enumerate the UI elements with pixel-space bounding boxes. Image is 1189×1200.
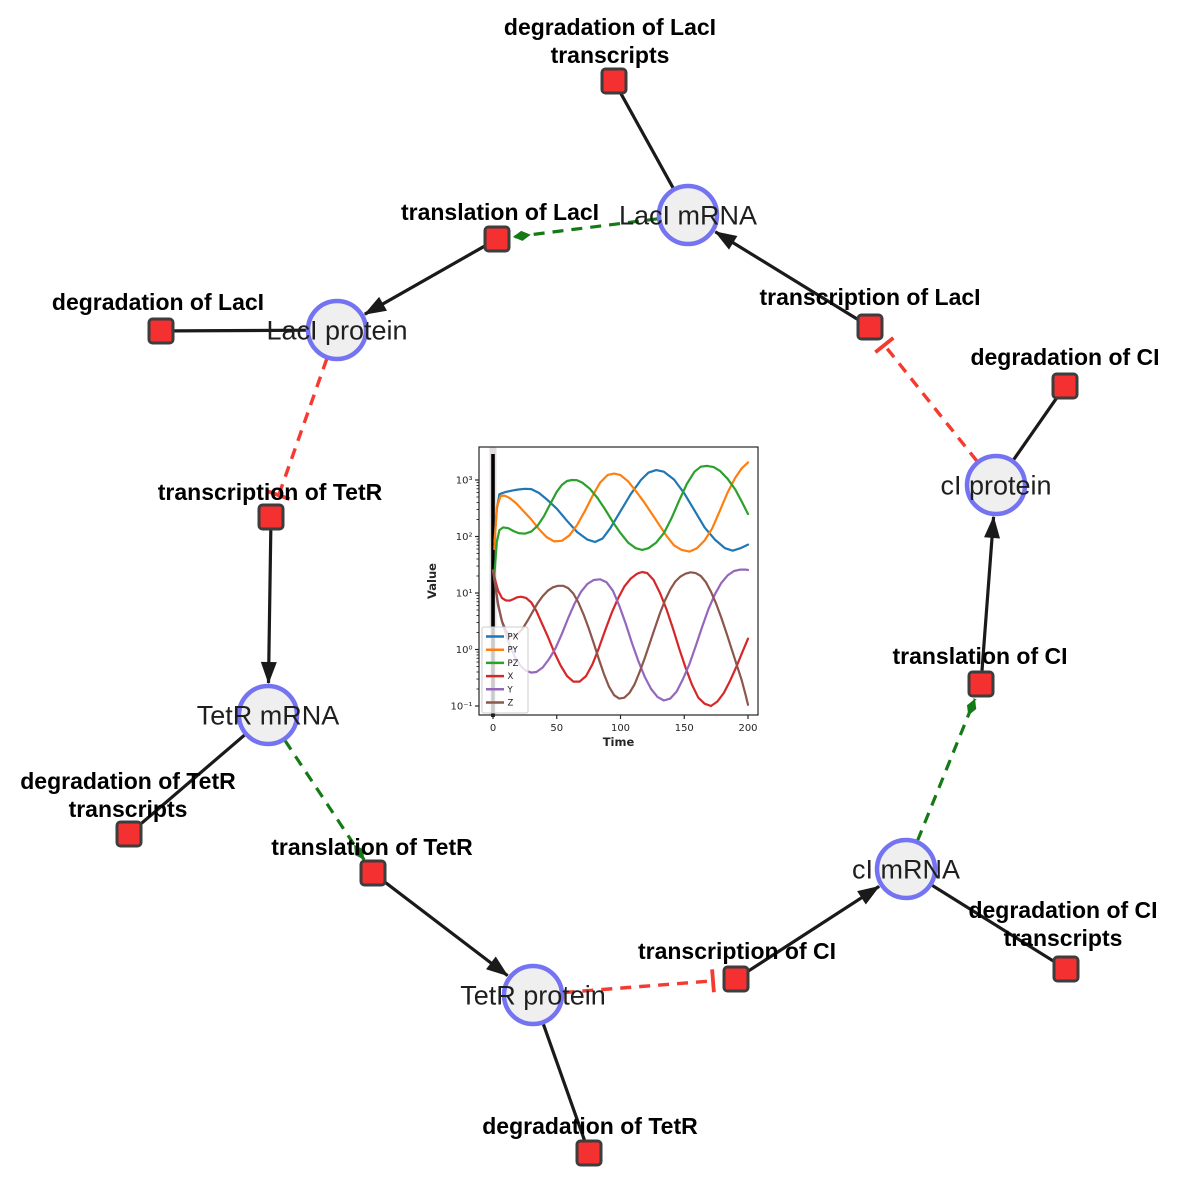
edge-production-translation-laci-laci-protein bbox=[363, 244, 487, 316]
x-tick-label: 200 bbox=[738, 723, 757, 734]
reaction-node-translation-laci bbox=[483, 225, 511, 253]
species-label-ci-protein: cI protein bbox=[940, 471, 1051, 501]
reaction-label-deg-laci-transcripts: degradation of LacI bbox=[504, 14, 716, 40]
x-tick-label: 150 bbox=[675, 723, 694, 734]
edge-production-translation-ci-ci-protein bbox=[980, 515, 1000, 671]
x-tick-label: 0 bbox=[490, 723, 496, 734]
species-node-laci-protein bbox=[305, 298, 369, 362]
reaction-label-deg-tetr-transcripts: transcripts bbox=[69, 796, 188, 822]
edge-plain-laci-protein-deg-laci bbox=[174, 328, 307, 333]
nodes-layer bbox=[115, 67, 1080, 1167]
reaction-node-translation-tetr bbox=[359, 859, 387, 887]
species-label-laci-protein: LacI protein bbox=[266, 316, 407, 346]
y-tick-label: 10³ bbox=[456, 476, 473, 487]
chart-series-layer bbox=[491, 461, 750, 708]
edge-production-transcription-laci-laci-mrna bbox=[714, 230, 860, 322]
species-label-laci-mrna: LacI mRNA bbox=[619, 201, 757, 231]
reaction-node-transcription-ci bbox=[722, 965, 750, 993]
reaction-label-transcription-tetr: transcription of TetR bbox=[158, 479, 383, 505]
edge-inhibition-tetr-protein-transcription-ci bbox=[563, 969, 716, 995]
edge-plain-tetr-protein-deg-tetr bbox=[541, 1023, 587, 1141]
series-line-Z bbox=[491, 569, 750, 706]
edge-plain-ci-protein-deg-ci bbox=[1012, 396, 1059, 461]
reaction-label-deg-laci-transcripts: transcripts bbox=[551, 42, 670, 68]
reaction-label-deg-tetr-transcripts: degradation of TetR bbox=[20, 768, 236, 794]
reaction-node-deg-laci bbox=[147, 317, 175, 345]
reaction-label-transcription-ci: transcription of CI bbox=[638, 938, 836, 964]
series-line-PY bbox=[493, 461, 750, 553]
chart-axes-layer: 0 50 100 150 200 10⁻¹ 10⁰ 10¹ 10² 10³ PX PY PZ XYZ bbox=[450, 446, 759, 734]
x-tick-label: 50 bbox=[550, 723, 563, 734]
species-node-ci-mrna bbox=[874, 837, 938, 901]
edge-production-transcription-ci-ci-mrna bbox=[746, 885, 880, 974]
time-series-inset-chart: 0 50 100 150 200 10⁻¹ 10⁰ 10¹ 10² 10³ PX PY PZ XYZ Ti… bbox=[425, 446, 759, 749]
edge-production-transcription-tetr-tetr-mrna bbox=[260, 530, 277, 684]
reaction-node-deg-laci-transcripts bbox=[600, 67, 628, 95]
edge-plain-laci-mrna-deg-laci-transcripts bbox=[619, 92, 675, 190]
edge-modifier-tetr-mrna-translation-tetr bbox=[283, 739, 366, 861]
species-node-tetr-mrna bbox=[236, 683, 300, 747]
reaction-label-translation-laci: translation of LacI bbox=[401, 199, 599, 225]
species-node-laci-mrna bbox=[656, 183, 720, 247]
reaction-label-deg-laci: degradation of LacI bbox=[52, 289, 264, 315]
legend-label-X: X bbox=[508, 672, 514, 682]
labels-layer: LacI mRNA LacI protein cI protein TetR mRNA… bbox=[20, 14, 1159, 1139]
y-tick-label: 10² bbox=[456, 532, 473, 543]
reaction-node-deg-tetr-transcripts bbox=[115, 820, 143, 848]
edge-modifier-laci-mrna-translation-laci bbox=[512, 217, 658, 241]
chart-xlabel: Time bbox=[603, 735, 635, 749]
species-label-ci-mrna: cI mRNA bbox=[852, 855, 960, 885]
edge-plain-tetr-mrna-deg-tetr-transcripts bbox=[138, 733, 246, 827]
edge-plain-ci-mrna-deg-ci-transcripts bbox=[931, 883, 1056, 964]
species-label-tetr-mrna: TetR mRNA bbox=[197, 701, 340, 731]
reaction-node-deg-ci-transcripts bbox=[1052, 955, 1080, 983]
reaction-node-deg-tetr bbox=[575, 1139, 603, 1167]
legend-label-PY: PY bbox=[508, 646, 519, 656]
chart-ylabel: Value bbox=[425, 563, 439, 599]
legend-label-PZ: PZ bbox=[508, 659, 519, 669]
reaction-node-deg-ci bbox=[1051, 372, 1079, 400]
reaction-label-deg-ci: degradation of CI bbox=[970, 344, 1159, 370]
reaction-label-transcription-laci: transcription of LacI bbox=[759, 284, 980, 310]
x-tick-label: 100 bbox=[611, 723, 630, 734]
reaction-node-translation-ci bbox=[967, 670, 995, 698]
edge-modifier-ci-mrna-translation-ci bbox=[916, 698, 977, 842]
y-tick-label: 10¹ bbox=[456, 589, 473, 600]
edges-layer bbox=[138, 92, 1059, 1141]
series-line-X bbox=[491, 569, 750, 708]
species-node-tetr-protein bbox=[501, 963, 565, 1027]
species-label-tetr-protein: TetR protein bbox=[460, 981, 606, 1011]
legend-label-Y: Y bbox=[507, 685, 514, 695]
reaction-node-transcription-tetr bbox=[257, 503, 285, 531]
edge-inhibition-ci-protein-transcription-laci bbox=[874, 336, 979, 463]
series-line-PZ bbox=[493, 464, 750, 578]
chart-axes-box bbox=[478, 446, 759, 716]
reaction-label-deg-tetr: degradation of TetR bbox=[482, 1113, 698, 1139]
species-node-ci-protein bbox=[964, 453, 1028, 517]
edge-production-translation-tetr-tetr-protein bbox=[382, 879, 509, 977]
edge-inhibition-laci-protein-transcription-tetr bbox=[267, 358, 329, 501]
legend-label-Z: Z bbox=[508, 699, 514, 709]
legend-box bbox=[481, 626, 529, 714]
y-tick-label: 10⁻¹ bbox=[450, 702, 472, 713]
y-tick-label: 10⁰ bbox=[456, 645, 473, 656]
reaction-node-transcription-laci bbox=[856, 313, 884, 341]
reaction-label-deg-ci-transcripts: degradation of CI bbox=[968, 897, 1157, 923]
reaction-label-deg-ci-transcripts: transcripts bbox=[1004, 925, 1123, 951]
reaction-label-translation-ci: translation of CI bbox=[892, 643, 1067, 669]
legend-label-PX: PX bbox=[508, 633, 519, 643]
reaction-label-translation-tetr: translation of TetR bbox=[271, 834, 473, 860]
series-line-PX bbox=[493, 469, 750, 552]
